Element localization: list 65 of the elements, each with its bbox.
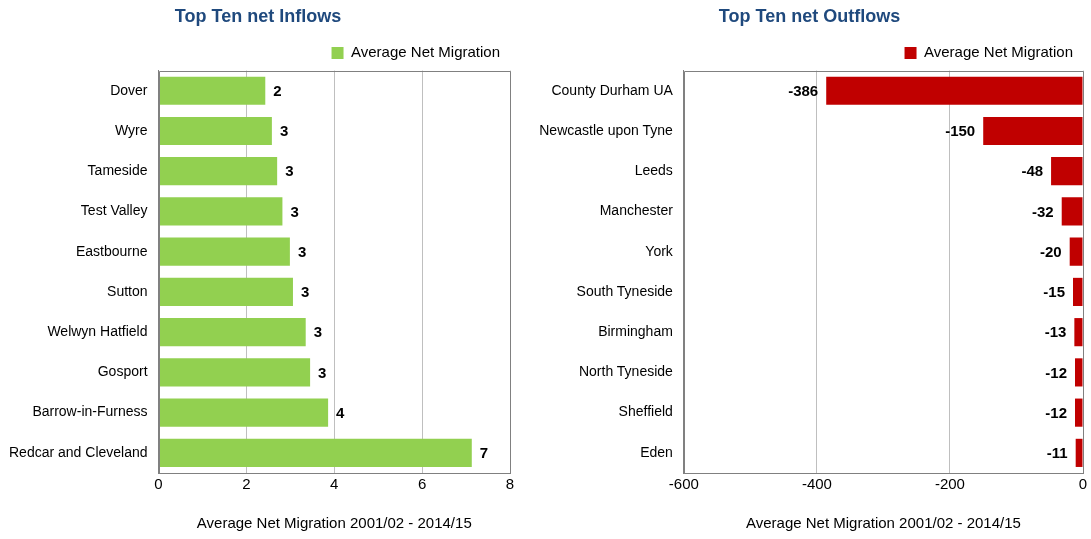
data-label: 2 <box>273 81 282 99</box>
bar <box>159 116 272 146</box>
x-tick-label: 6 <box>417 475 427 493</box>
y-tick-label: Gosport <box>97 363 148 380</box>
data-label: 3 <box>290 202 299 220</box>
y-tick-label: South Tyneside <box>576 282 674 299</box>
y-tick-label: Welwyn Hatfield <box>47 323 148 340</box>
x-tick-label: 0 <box>1078 475 1088 493</box>
data-label: -11 <box>1046 444 1068 462</box>
y-tick-label: Tameside <box>87 162 148 179</box>
y-tick-label: Barrow-in-Furness <box>32 403 148 420</box>
data-label: 3 <box>297 242 307 260</box>
x-tick-label: 0 <box>154 475 163 493</box>
bar <box>159 438 472 467</box>
data-label: 3 <box>300 283 310 301</box>
data-label: -13 <box>1044 323 1067 341</box>
y-tick-label: Sutton <box>107 282 148 299</box>
legend-label: Average Net Migration <box>351 43 500 61</box>
x-tick-label: 4 <box>330 475 339 493</box>
x-axis-title: Average Net Migration 2001/02 - 2014/15 <box>745 514 1021 532</box>
x-tick-label: 8 <box>505 475 515 493</box>
bar <box>159 197 283 226</box>
y-tick-label: York <box>645 242 674 259</box>
data-label: 3 <box>285 162 294 180</box>
data-label: 7 <box>479 444 489 462</box>
data-label: 3 <box>279 122 289 140</box>
bar <box>159 76 266 105</box>
data-label: 4 <box>336 403 346 421</box>
legend-label: Average Net Migration <box>924 43 1073 61</box>
x-tick-label: -600 <box>668 475 699 493</box>
y-tick-label: Manchester <box>599 202 674 219</box>
x-tick-label: -200 <box>934 475 965 493</box>
data-label: -12 <box>1045 363 1068 381</box>
y-tick-label: Test Valley <box>80 202 148 219</box>
y-tick-label: Redcar and Cleveland <box>9 443 148 460</box>
bar <box>159 277 293 306</box>
y-tick-label: Dover <box>110 81 148 98</box>
data-label: -150 <box>945 122 976 140</box>
bar <box>159 398 329 427</box>
bar <box>159 358 311 387</box>
data-label: -386 <box>788 81 819 99</box>
y-tick-label: Leeds <box>634 162 673 179</box>
y-tick-label: Newcastle upon Tyne <box>539 121 674 138</box>
y-tick-label: Sheffield <box>618 403 673 420</box>
data-label: -15 <box>1043 283 1066 301</box>
x-tick-label: 2 <box>242 475 251 493</box>
y-tick-label: North Tyneside <box>578 363 674 380</box>
data-label: 3 <box>318 363 327 381</box>
y-tick-label: Eden <box>640 443 673 460</box>
data-label: -20 <box>1040 242 1062 260</box>
data-label: -32 <box>1032 202 1054 220</box>
bar <box>159 318 306 347</box>
y-tick-label: Wyre <box>114 121 148 138</box>
y-tick-label: County Durham UA <box>551 81 674 98</box>
bar <box>159 157 278 186</box>
x-tick-label: -400 <box>801 475 832 493</box>
chart-title: Top Ten net Outflows <box>718 5 901 26</box>
data-label: -48 <box>1021 162 1044 180</box>
y-tick-label: Birmingham <box>598 323 673 340</box>
chart-title: Top Ten net Inflows <box>174 5 342 26</box>
x-axis-title: Average Net Migration 2001/02 - 2014/15 <box>196 514 472 532</box>
data-label: -12 <box>1045 403 1068 421</box>
data-label: 3 <box>313 323 323 341</box>
y-tick-label: Eastbourne <box>75 242 148 259</box>
bar <box>159 237 290 266</box>
